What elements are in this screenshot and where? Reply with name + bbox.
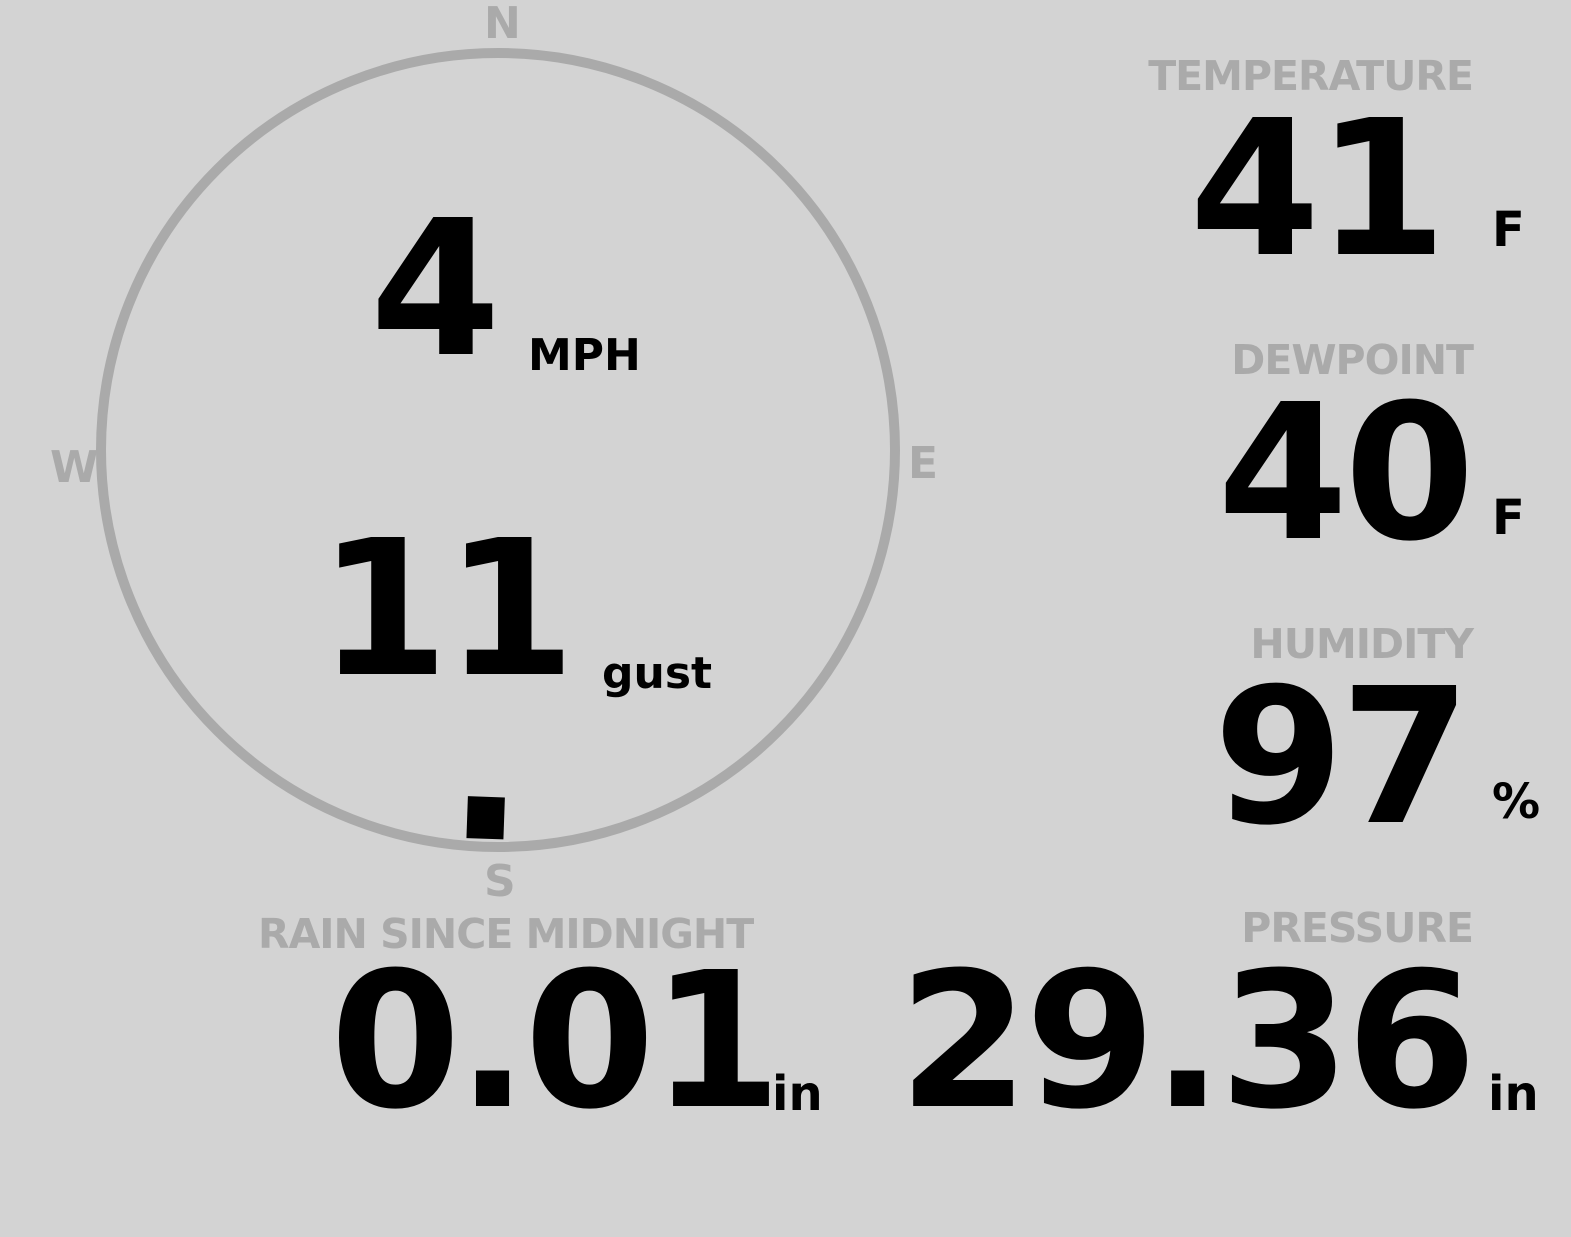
pressure-value: 29.36	[898, 932, 1477, 1151]
pressure-label: PRESSURE	[1241, 904, 1474, 952]
humidity-value: 97	[1213, 648, 1471, 867]
dewpoint-unit: F	[1492, 490, 1525, 546]
rain-label: RAIN SINCE MIDNIGHT	[258, 910, 754, 958]
compass-ring	[96, 48, 900, 852]
wind-speed-unit: MPH	[528, 330, 641, 381]
temperature-value: 41	[1189, 80, 1447, 299]
compass-east-label: E	[908, 438, 939, 489]
rain-unit: in	[772, 1066, 823, 1122]
humidity-unit: %	[1492, 774, 1541, 830]
compass-south-label: S	[484, 856, 516, 907]
dewpoint-value: 40	[1217, 364, 1475, 583]
temperature-unit: F	[1492, 202, 1525, 258]
wind-gust-value: 11	[318, 500, 576, 719]
wind-direction-marker	[466, 796, 505, 840]
wind-gust-unit: gust	[602, 648, 713, 699]
compass-north-label: N	[484, 0, 521, 49]
wind-speed-value: 4	[370, 180, 501, 399]
rain-value: 0.01	[330, 932, 782, 1151]
humidity-label: HUMIDITY	[1250, 620, 1474, 668]
pressure-unit: in	[1488, 1066, 1539, 1122]
temperature-label: TEMPERATURE	[1148, 52, 1474, 100]
dewpoint-label: DEWPOINT	[1231, 336, 1474, 384]
compass-west-label: W	[50, 442, 99, 493]
